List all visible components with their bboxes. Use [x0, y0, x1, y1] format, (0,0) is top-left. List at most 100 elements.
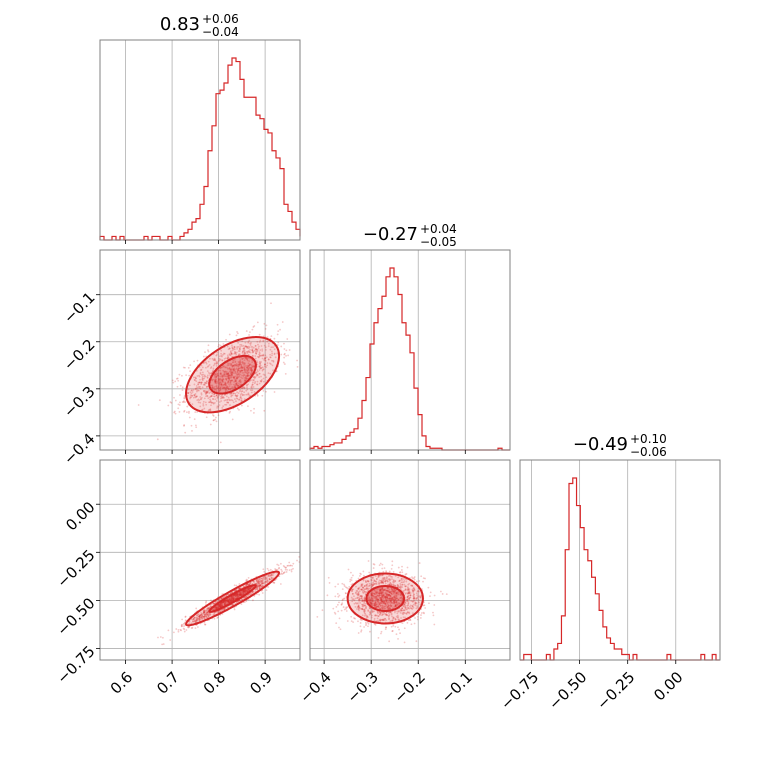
sample-point-1-600 — [213, 617, 216, 620]
sample-point-0-971 — [214, 374, 217, 377]
sample-point-0-506 — [221, 366, 224, 369]
sample-point-0-656 — [205, 395, 207, 398]
sample-point-1-74 — [175, 628, 178, 630]
sample-point-0-1276 — [200, 381, 203, 384]
sample-point-0-1142 — [234, 394, 237, 397]
sample-point-2-155 — [382, 570, 385, 573]
sample-point-0-294 — [205, 393, 207, 395]
sample-point-0-684 — [261, 366, 264, 369]
sample-point-0-0 — [296, 359, 298, 362]
sample-point-0-122 — [197, 389, 200, 392]
sample-point-1-206 — [246, 588, 249, 591]
sample-point-0-1134 — [198, 381, 201, 384]
sample-point-0-1340 — [267, 358, 270, 361]
sample-point-0-366 — [234, 351, 237, 354]
sample-point-1-1235 — [183, 625, 185, 627]
sample-point-0-1000 — [250, 370, 253, 372]
sample-point-1-493 — [288, 564, 291, 567]
sample-point-0-665 — [238, 375, 241, 378]
sample-point-0-724 — [248, 331, 251, 333]
sample-point-2-674 — [432, 611, 434, 614]
sample-point-1-181 — [247, 588, 250, 591]
sample-point-0-1025 — [239, 363, 242, 365]
sample-point-0-752 — [264, 357, 267, 360]
sample-point-1-14 — [244, 590, 247, 592]
sample-point-0-1113 — [215, 376, 217, 379]
sample-point-2-917 — [353, 617, 355, 619]
sample-point-0-663 — [227, 372, 230, 374]
sample-point-0-522 — [234, 392, 237, 395]
sample-point-0-858 — [230, 370, 233, 372]
sample-point-1-29 — [244, 589, 247, 592]
sample-point-0-810 — [224, 399, 227, 401]
sample-point-0-402 — [231, 379, 234, 382]
sample-point-0-200 — [235, 363, 238, 365]
sample-point-0-478 — [249, 348, 251, 351]
sample-point-2-134 — [397, 566, 400, 569]
sample-point-1-205 — [226, 606, 229, 609]
sample-point-0-641 — [237, 360, 240, 363]
sample-point-0-762 — [177, 403, 180, 406]
sample-point-0-829 — [255, 371, 258, 374]
sample-point-0-12 — [227, 381, 230, 384]
sample-point-0-1367 — [199, 385, 202, 388]
sample-point-0-309 — [258, 352, 261, 355]
sample-point-1-57 — [242, 590, 245, 593]
sample-point-1-141 — [240, 593, 242, 596]
sample-point-1-99 — [180, 624, 183, 627]
sample-point-0-1174 — [243, 387, 246, 390]
sample-point-0-1019 — [236, 385, 239, 387]
sample-point-0-1220 — [199, 405, 202, 408]
sample-point-0-781 — [251, 328, 254, 331]
sample-point-0-1343 — [283, 352, 286, 355]
sample-point-1-31 — [198, 615, 200, 618]
sample-point-0-929 — [247, 392, 250, 395]
sample-point-0-1370 — [235, 334, 238, 337]
sample-point-0-865 — [231, 347, 234, 350]
sample-point-0-336 — [226, 373, 229, 376]
sample-point-1-184 — [221, 609, 224, 611]
sample-point-0-290 — [246, 384, 248, 387]
sample-point-0-741 — [239, 359, 242, 361]
sample-point-0-65 — [213, 359, 216, 361]
sample-point-0-825 — [243, 362, 246, 364]
sample-point-1-525 — [205, 600, 208, 603]
sample-point-0-188 — [257, 355, 260, 358]
sample-point-0-539 — [223, 365, 225, 368]
sample-point-0-968 — [246, 386, 248, 389]
sample-point-0-739 — [241, 369, 244, 372]
sample-point-0-542 — [207, 390, 209, 393]
sample-point-2-880 — [413, 578, 416, 581]
sample-point-0-228 — [256, 369, 259, 371]
sample-point-0-952 — [251, 349, 254, 352]
sample-point-1-191 — [204, 623, 207, 626]
sample-point-0-301 — [239, 370, 242, 373]
sample-point-0-957 — [237, 345, 240, 348]
sample-point-0-331 — [267, 358, 270, 360]
sample-point-0-410 — [222, 396, 225, 399]
sample-point-0-654 — [183, 397, 186, 400]
histogram-layer — [99, 57, 720, 661]
sample-point-1-11 — [260, 582, 263, 585]
sample-point-2-591 — [384, 628, 387, 631]
sample-point-0-347 — [276, 323, 279, 326]
sample-point-1-223 — [259, 581, 262, 584]
sample-point-0-353 — [272, 369, 274, 372]
sample-point-1-212 — [257, 580, 260, 583]
sample-point-2-1201 — [373, 563, 376, 566]
sample-point-0-653 — [240, 398, 243, 400]
sample-point-0-360 — [251, 354, 254, 357]
sample-point-0-1186 — [240, 400, 243, 402]
sample-point-0-837 — [227, 372, 230, 375]
sample-point-0-618 — [216, 374, 219, 377]
histogram-param-1 — [309, 267, 510, 451]
sample-point-0-165 — [199, 371, 202, 374]
sample-point-0-1325 — [218, 357, 221, 360]
sample-point-2-1091 — [390, 567, 393, 570]
sample-point-2-1016 — [385, 626, 387, 629]
sample-point-0-235 — [240, 366, 242, 369]
sample-point-0-981 — [238, 364, 241, 366]
sample-point-2-30 — [424, 607, 427, 609]
sample-point-1-26 — [258, 584, 261, 587]
sample-point-0-222 — [254, 371, 257, 374]
